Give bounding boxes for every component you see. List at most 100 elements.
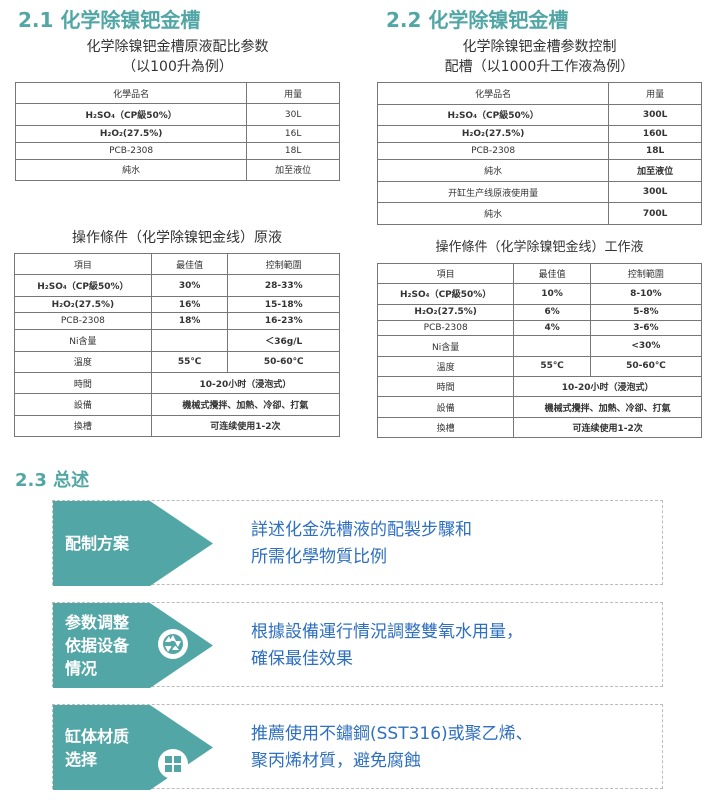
table-cell: 化學品名: [14, 81, 248, 105]
table-cell: 50-60℃: [589, 355, 703, 378]
table-cell: H₂SO₄（CP級50%）: [14, 274, 152, 297]
table-row: 溫度 55℃ 50-60℃: [14, 350, 340, 373]
table-cell: 用量: [608, 82, 702, 105]
description-line: 確保最佳效果: [251, 648, 353, 669]
table-header-row: 化學品名 用量: [376, 82, 702, 105]
table-header-row: 項目 最佳值 控制範圍: [14, 252, 340, 276]
table-row: Ni含量 <30%: [376, 335, 703, 357]
table-cell: 160L: [608, 125, 702, 144]
table-cell: PCB-2308: [14, 141, 248, 160]
table-cell: H₂O₂(27.5%): [376, 303, 515, 321]
table-cell: 18%: [150, 312, 229, 331]
description-line: 根據設備運行情況調整雙氧水用量，: [251, 621, 523, 642]
table-row: H₂SO₄（CP級50%） 30% 28-33%: [14, 274, 340, 297]
table-row: H₂SO₄（CP級50%） 10% 8-10%: [376, 283, 703, 305]
table-cell: 开缸生产线原液使用量: [376, 180, 610, 204]
table-row: H₂SO₄（CP級50%） 300L: [376, 103, 702, 127]
table-cell: 50-60℃: [227, 350, 340, 373]
table-row: H₂O₂(27.5%) 16L: [14, 124, 340, 143]
windows-icon: [158, 749, 188, 779]
table-row: 換槽 可连续使用1-2次: [14, 414, 341, 438]
table-cell: H₂SO₄（CP級50%）: [14, 103, 248, 126]
table-cell: 純水: [376, 159, 610, 182]
table-cell: PCB-2308: [14, 312, 152, 331]
table-cell: 5-8%: [589, 303, 703, 321]
table-cell: <30%: [589, 335, 703, 357]
table-cell: 純水: [14, 158, 248, 182]
table-cell: 控制範圍: [227, 252, 340, 276]
caption-line: 化学除镍钯金槽参数控制: [462, 39, 617, 55]
table-cell: H₂SO₄（CP級50%）: [376, 283, 515, 305]
table-cell: 300L: [608, 180, 702, 204]
table-row: 換槽 可连续使用1-2次: [376, 416, 702, 439]
table-cell: 時間: [376, 376, 515, 398]
description-line: 聚丙烯材質，避免腐蝕: [251, 750, 421, 771]
table-row: 純水 加至液位: [14, 158, 340, 182]
caption-line: 配槽（以1000升工作液為例）: [444, 59, 635, 75]
summary-item-label: 缸体材质 选择: [65, 725, 129, 771]
table-cell: 3-6%: [589, 319, 703, 337]
table-row: PCB-2308 18L: [376, 142, 702, 161]
table-operating-conditions-working: 項目 最佳值 控制範圍 H₂SO₄（CP級50%） 10% 8-10% H₂O₂(27.5%…: [376, 262, 703, 439]
table-cell: 16%: [150, 295, 229, 314]
table-row: 設備 機械式攪拌、加熱、冷卻、打氣: [14, 393, 341, 416]
table-cell: 換槽: [376, 416, 515, 439]
table-row: H₂SO₄（CP級50%） 30L: [14, 103, 340, 126]
table-row: H₂O₂(27.5%) 160L: [376, 125, 702, 144]
summary-item-description: 詳述化金洗槽液的配製步驟和 所需化學物質比例: [251, 517, 472, 571]
table-cell: 項目: [376, 262, 515, 285]
description-line: 所需化學物質比例: [251, 546, 387, 567]
table-cell: 可连续使用1-2次: [513, 416, 702, 439]
table-cell: H₂O₂(27.5%): [14, 124, 248, 143]
table2-caption: 化学除镍钯金槽参数控制配槽（以1000升工作液為例）: [377, 37, 702, 77]
table-cell: ＜36g/L: [227, 329, 340, 352]
description-line: 詳述化金洗槽液的配製步驟和: [251, 519, 472, 540]
table-cell: 300L: [608, 103, 702, 127]
summary-item-description: 推薦使用不鏽鋼(SST316)或聚乙烯、 聚丙烯材質，避免腐蝕: [251, 721, 533, 775]
summary-item: 参数调整 依据设备 情况 根據設備運行情況調整雙氧水用量， 確保最佳效果: [52, 602, 663, 688]
table-row: 純水 700L: [376, 202, 702, 225]
table-cell: 機械式攪拌、加熱、冷卻、打氣: [513, 396, 702, 418]
caption-line: （以100升為例）: [122, 59, 233, 75]
table-cell: H₂O₂(27.5%): [14, 295, 152, 314]
table-cell: 最佳值: [150, 252, 229, 276]
table-cell: 加至液位: [246, 158, 340, 182]
table-cell: [513, 335, 591, 357]
table-operating-conditions-stock: 項目 最佳值 控制範圍 H₂SO₄（CP級50%） 30% 28-33% H₂O₂(27.5…: [14, 252, 341, 438]
table-cell: 溫度: [14, 350, 152, 373]
table-cell: 16L: [246, 124, 340, 143]
table-cell: 項目: [14, 252, 152, 276]
table-cell: 最佳值: [513, 262, 591, 285]
table-cell: 30L: [246, 103, 340, 126]
table-row: PCB-2308 4% 3-6%: [376, 319, 703, 337]
table-row: 設備 機械式攪拌、加熱、冷卻、打氣: [376, 396, 702, 418]
table-cell: 可连续使用1-2次: [150, 414, 341, 438]
table-cell: H₂O₂(27.5%): [376, 125, 610, 144]
table-cell: 15-18%: [227, 295, 340, 314]
table-cell: 機械式攪拌、加熱、冷卻、打氣: [150, 393, 341, 416]
table-cell: 換槽: [14, 414, 152, 438]
label-line: 依据设备: [65, 636, 130, 655]
summary-item: 配制方案 詳述化金洗槽液的配製步驟和 所需化學物質比例: [52, 500, 663, 586]
label-line: 参数调整: [65, 613, 130, 632]
table-cell: 純水: [376, 202, 610, 225]
description-line: 推薦使用不鏽鋼(SST316)或聚乙烯、: [251, 723, 533, 744]
summary-item-label: 配制方案: [65, 532, 129, 555]
table1-caption: 化学除镍钯金槽原液配比参数 （以100升為例）: [15, 37, 340, 77]
section-2-3-heading: 2.3 总述: [15, 470, 90, 491]
table-cell: 30%: [150, 274, 229, 297]
table-cell: PCB-2308: [376, 142, 610, 161]
table-cell: 10-20小时（浸泡式）: [513, 376, 702, 398]
table-cell: 55℃: [513, 355, 591, 378]
table-cell: 設備: [376, 396, 515, 418]
table-row: 开缸生产线原液使用量 300L: [376, 180, 702, 204]
table3-caption: 操作條件（化学除镍钯金线）原液: [72, 230, 282, 246]
table-row: 時間 10-20小时（浸泡式）: [376, 376, 702, 398]
table-cell: H₂SO₄（CP級50%）: [376, 103, 610, 127]
table-row: H₂O₂(27.5%) 6% 5-8%: [376, 303, 703, 321]
table-cell: 時間: [14, 371, 152, 395]
label-line: 选择: [65, 749, 98, 769]
table-cell: 55℃: [150, 350, 229, 373]
table-row: 溫度 55℃ 50-60℃: [376, 355, 703, 378]
aperture-icon: [158, 629, 188, 659]
